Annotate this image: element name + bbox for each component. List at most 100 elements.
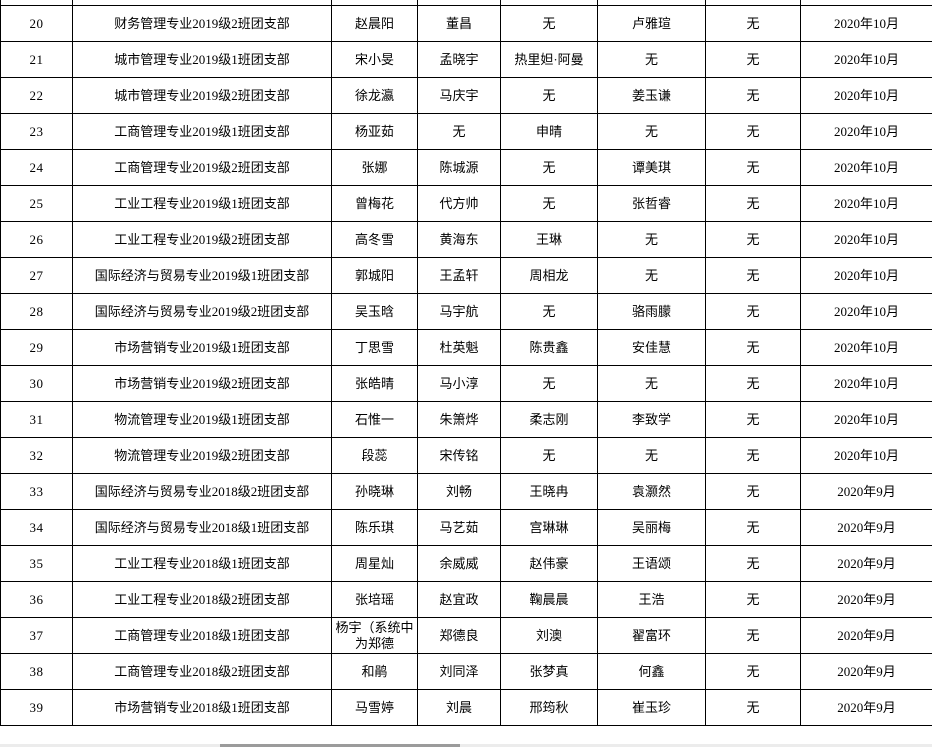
member-cell: 刘晨 — [417, 689, 501, 726]
branch-name-cell: 城市管理专业2019级2班团支部 — [72, 77, 332, 114]
row-number-cell: 24 — [0, 149, 73, 186]
date-cell: 2020年9月 — [800, 545, 932, 582]
date-cell: 2020年9月 — [800, 653, 932, 690]
date-cell: 2020年9月 — [800, 617, 932, 654]
member-cell: 申晴 — [500, 113, 598, 150]
member-cell: 王语颂 — [597, 545, 706, 582]
member-cell: 崔玉珍 — [597, 689, 706, 726]
member-cell: 无 — [500, 365, 598, 402]
member-cell: 无 — [705, 5, 801, 42]
member-cell: 马庆宇 — [417, 77, 501, 114]
table-row: 24 工商管理专业2019级2班团支部 张娜 陈城源 无 谭美琪 无 2020年… — [0, 149, 932, 186]
branch-name-cell: 工商管理专业2018级2班团支部 — [72, 653, 332, 690]
member-cell: 杜英魁 — [417, 329, 501, 366]
branch-name-cell: 市场营销专业2019级1班团支部 — [72, 329, 332, 366]
member-cell: 袁灏然 — [597, 473, 706, 510]
member-cell: 无 — [705, 41, 801, 78]
member-cell: 邢筠秋 — [500, 689, 598, 726]
member-cell: 曾梅花 — [331, 185, 418, 222]
member-cell: 卢雅瑄 — [597, 5, 706, 42]
branch-name-cell: 国际经济与贸易专业2019级2班团支部 — [72, 293, 332, 330]
table-row: 26 工业工程专业2019级2班团支部 高冬雪 黄海东 王琳 无 无 2020年… — [0, 221, 932, 258]
member-cell: 徐龙瀛 — [331, 77, 418, 114]
member-cell: 郑德良 — [417, 617, 501, 654]
member-cell: 无 — [705, 689, 801, 726]
member-cell: 马宇航 — [417, 293, 501, 330]
table-row: 37 工商管理专业2018级1班团支部 杨宇（系统中为郑德 郑德良 刘澳 翟富环… — [0, 617, 932, 654]
member-cell: 陈城源 — [417, 149, 501, 186]
table-row: 22 城市管理专业2019级2班团支部 徐龙瀛 马庆宇 无 姜玉谦 无 2020… — [0, 77, 932, 114]
row-number-cell: 33 — [0, 473, 73, 510]
member-cell: 无 — [500, 149, 598, 186]
table-row: 28 国际经济与贸易专业2019级2班团支部 吴玉晗 马宇航 无 骆雨朦 无 2… — [0, 293, 932, 330]
member-cell: 何鑫 — [597, 653, 706, 690]
scrollbar-thumb[interactable] — [220, 744, 460, 747]
member-cell: 马雪婷 — [331, 689, 418, 726]
member-cell: 无 — [705, 581, 801, 618]
member-cell: 无 — [705, 257, 801, 294]
member-cell: 赵晨阳 — [331, 5, 418, 42]
branch-name-cell: 财务管理专业2019级2班团支部 — [72, 5, 332, 42]
member-cell: 翟富环 — [597, 617, 706, 654]
row-number-cell: 31 — [0, 401, 73, 438]
date-cell: 2020年10月 — [800, 437, 932, 474]
member-cell: 刘澳 — [500, 617, 598, 654]
member-cell: 无 — [705, 77, 801, 114]
member-cell: 张梦真 — [500, 653, 598, 690]
member-cell: 张哲睿 — [597, 185, 706, 222]
member-cell: 赵宜政 — [417, 581, 501, 618]
member-cell: 无 — [705, 293, 801, 330]
date-cell: 2020年10月 — [800, 365, 932, 402]
member-cell: 无 — [705, 437, 801, 474]
row-number-cell: 29 — [0, 329, 73, 366]
member-cell: 无 — [597, 365, 706, 402]
member-cell: 郭城阳 — [331, 257, 418, 294]
member-cell: 陈贵鑫 — [500, 329, 598, 366]
member-cell: 刘畅 — [417, 473, 501, 510]
date-cell: 2020年9月 — [800, 581, 932, 618]
table-row: 32 物流管理专业2019级2班团支部 段蕊 宋传铭 无 无 无 2020年10… — [0, 437, 932, 474]
member-cell: 高冬雪 — [331, 221, 418, 258]
branch-name-cell: 工业工程专业2019级1班团支部 — [72, 185, 332, 222]
member-cell: 无 — [705, 653, 801, 690]
table-row: 36 工业工程专业2018级2班团支部 张培瑶 赵宜政 鞠晨晨 王浩 无 202… — [0, 581, 932, 618]
row-number-cell: 26 — [0, 221, 73, 258]
row-number-cell: 32 — [0, 437, 73, 474]
member-cell: 热里妲·阿曼 — [500, 41, 598, 78]
member-cell: 无 — [705, 113, 801, 150]
member-cell: 杨宇（系统中为郑德 — [331, 617, 418, 654]
member-cell: 无 — [705, 401, 801, 438]
date-cell: 2020年10月 — [800, 77, 932, 114]
member-cell: 宋小旻 — [331, 41, 418, 78]
date-cell: 2020年9月 — [800, 509, 932, 546]
member-cell: 姜玉谦 — [597, 77, 706, 114]
table-row: 39 市场营销专业2018级1班团支部 马雪婷 刘晨 邢筠秋 崔玉珍 无 202… — [0, 689, 932, 726]
branch-name-cell: 国际经济与贸易专业2018级1班团支部 — [72, 509, 332, 546]
member-cell: 无 — [597, 221, 706, 258]
date-cell: 2020年10月 — [800, 113, 932, 150]
table-row: 27 国际经济与贸易专业2019级1班团支部 郭城阳 王孟轩 周相龙 无 无 2… — [0, 257, 932, 294]
row-number-cell: 28 — [0, 293, 73, 330]
member-cell: 无 — [705, 185, 801, 222]
date-cell: 2020年10月 — [800, 185, 932, 222]
member-cell: 安佳慧 — [597, 329, 706, 366]
member-cell: 无 — [705, 365, 801, 402]
horizontal-scrollbar[interactable] — [0, 744, 932, 747]
table-row: 35 工业工程专业2018级1班团支部 周星灿 余威威 赵伟豪 王语颂 无 20… — [0, 545, 932, 582]
table-row: 33 国际经济与贸易专业2018级2班团支部 孙晓琳 刘畅 王晓冉 袁灏然 无 … — [0, 473, 932, 510]
member-cell: 马小淳 — [417, 365, 501, 402]
table-row: 34 国际经济与贸易专业2018级1班团支部 陈乐琪 马艺茹 宫琳琳 吴丽梅 无… — [0, 509, 932, 546]
member-cell: 无 — [705, 149, 801, 186]
branch-name-cell: 工商管理专业2019级1班团支部 — [72, 113, 332, 150]
row-number-cell: 27 — [0, 257, 73, 294]
row-number-cell: 39 — [0, 689, 73, 726]
branch-name-cell: 国际经济与贸易专业2018级2班团支部 — [72, 473, 332, 510]
member-cell: 余威威 — [417, 545, 501, 582]
member-cell: 无 — [705, 545, 801, 582]
member-cell: 王琳 — [500, 221, 598, 258]
branch-name-cell: 工商管理专业2019级2班团支部 — [72, 149, 332, 186]
member-cell: 无 — [705, 473, 801, 510]
member-cell: 无 — [705, 509, 801, 546]
row-number-cell: 23 — [0, 113, 73, 150]
